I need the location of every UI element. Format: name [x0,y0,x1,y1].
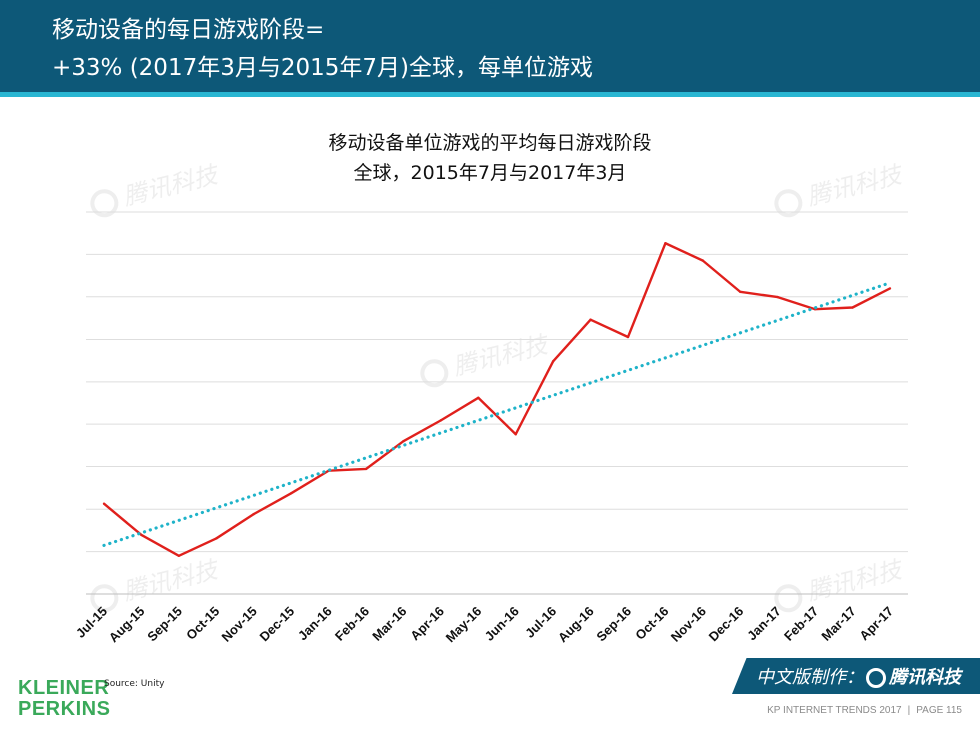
x-tick-label: Jul-16 [522,604,559,641]
x-tick-label: Sep-16 [593,604,634,645]
data-point [252,512,255,516]
x-tick-label: Jan-17 [744,604,784,644]
trendline-series [102,281,892,547]
data-point [402,440,405,443]
x-tick-label: Nov-16 [668,604,709,645]
x-tick-label: Sep-15 [144,604,185,645]
x-tick-label: Dec-16 [706,604,747,645]
data-point [888,287,892,290]
data-point [851,306,854,309]
data-point [701,259,705,262]
x-tick-label: Dec-15 [257,604,298,645]
logo-line-2: PERKINS [18,698,111,720]
footer-page-number: PAGE 115 [916,705,962,716]
x-tick-label: Mar-17 [818,604,858,644]
x-tick-label: Feb-16 [332,604,372,644]
x-tick-label: Feb-17 [781,604,821,644]
footer-separator: | [907,705,911,716]
kleiner-perkins-logo: KLEINER PERKINS [18,678,110,720]
x-tick-label: Oct-16 [632,604,671,643]
chart-subtitle: 全球，2015年7月与2017年3月 [353,162,627,184]
data-point [289,492,293,495]
data-point [664,242,667,245]
x-tick-label: May-16 [443,604,485,646]
data-series-line [103,242,891,557]
header-bar [0,0,980,92]
data-point [551,360,555,363]
data-point [364,467,368,471]
headline-line-2: +33% (2017年3月与2015年7月)全球，每单位游戏 [52,55,593,81]
data-point [215,537,218,540]
credit-badge: 中文版制作： 腾讯科技 [756,663,961,689]
credit-brand: 腾讯科技 [889,667,961,688]
data-point [514,433,517,436]
series-lines [102,242,892,557]
source-note: Source: Unity [104,679,165,689]
data-point [477,396,480,399]
gridlines [86,211,908,595]
x-tick-label: Aug-16 [555,604,597,646]
headline-line-1: 移动设备的每日游戏阶段= [52,17,325,43]
x-tick-label: Aug-15 [106,604,148,646]
data-point [626,335,630,339]
footer-report-name: KP INTERNET TRENDS 2017 [767,705,902,716]
x-tick-label: Oct-15 [183,604,222,643]
logo-line-1: KLEINER [18,677,110,699]
x-tick-label: Apr-17 [856,604,896,644]
credit-prefix: 中文版制作： [756,667,864,688]
x-tick-label: Jun-16 [482,604,522,644]
x-tick-label: Nov-15 [219,604,260,645]
data-point [776,295,779,299]
page-footer: KP INTERNET TRENDS 2017 | PAGE 115 [767,705,962,716]
header-accent-rule [0,92,980,97]
x-tick-label: Jul-15 [73,604,110,641]
chart-title: 移动设备单位游戏的平均每日游戏阶段 [328,132,652,154]
data-point [177,554,181,557]
x-axis-labels: Jul-15Aug-15Sep-15Oct-15Nov-15Dec-15Jan-… [73,604,896,646]
x-tick-label: Jan-16 [295,604,335,644]
data-point [102,502,106,505]
data-point [739,290,742,294]
tencent-logo-icon [866,668,886,688]
data-point [589,318,592,321]
data-point [140,533,143,537]
x-tick-label: Apr-16 [407,604,447,644]
x-tick-label: Mar-16 [369,604,409,644]
data-point [439,419,443,422]
